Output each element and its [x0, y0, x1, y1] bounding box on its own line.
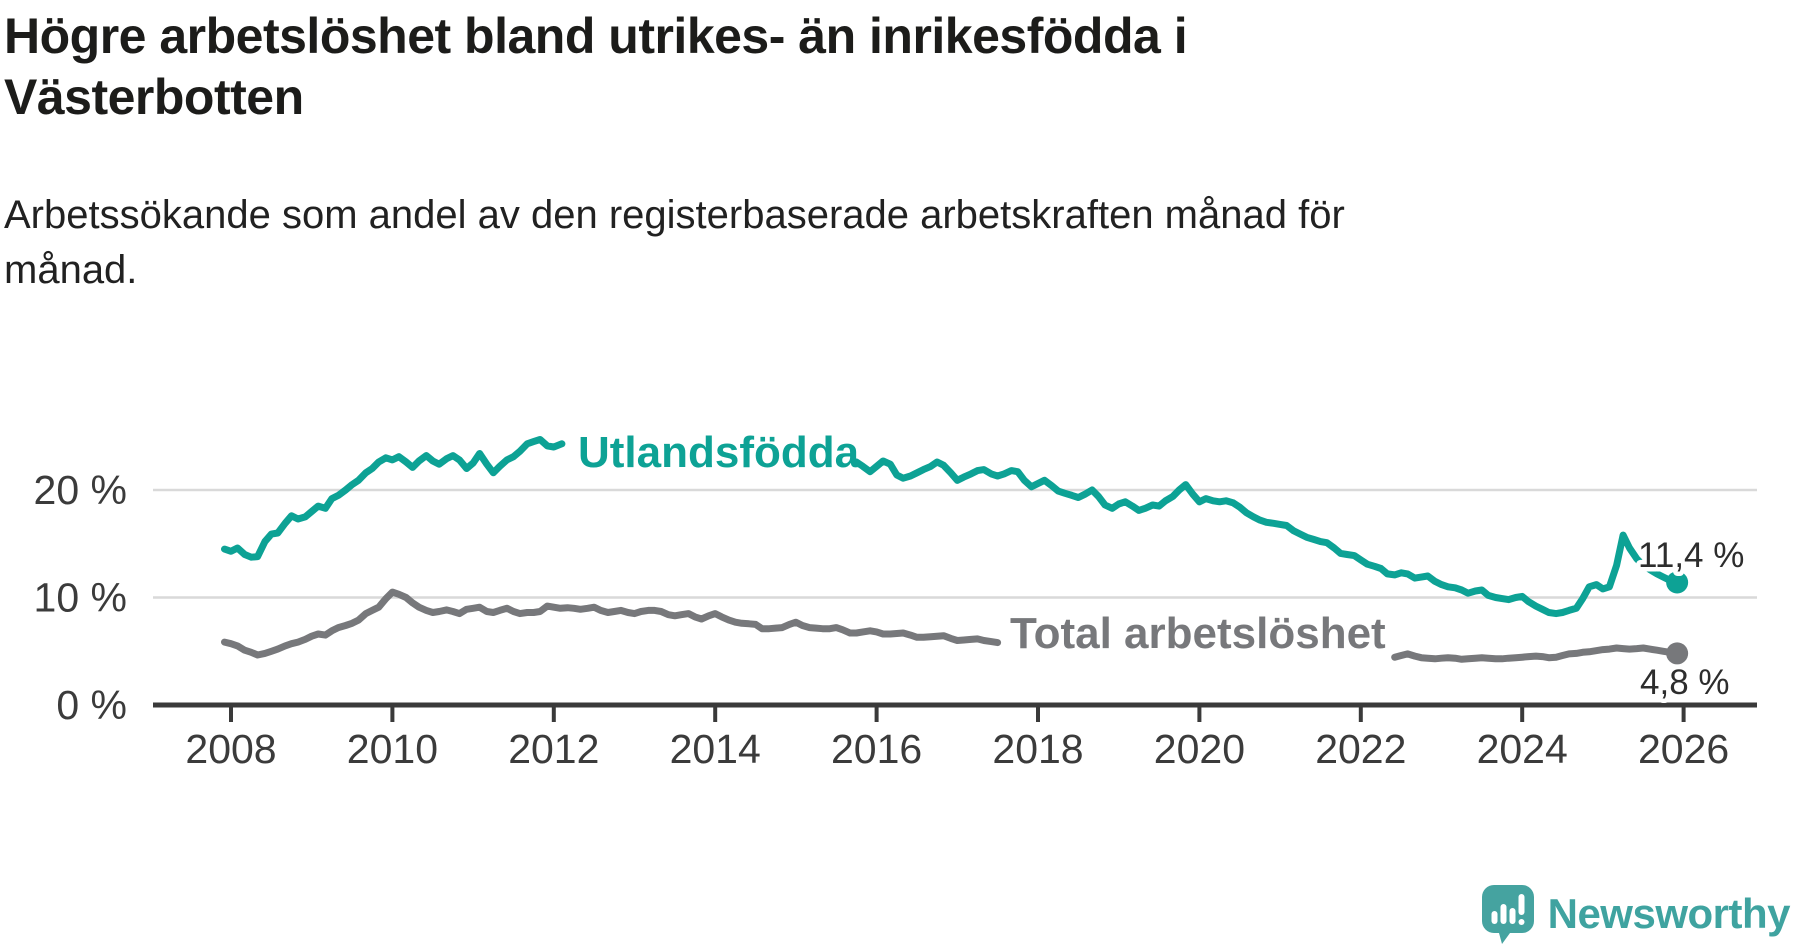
series-line-utlandsfodda-1: [221, 436, 566, 561]
chart-subtitle-line-1: Arbetssökande som andel av den registerb…: [4, 193, 1345, 237]
y-axis-tick-label: 0 %: [56, 682, 127, 728]
x-axis-tick-label: 2016: [831, 726, 922, 772]
x-axis-tick-label: 2010: [347, 726, 438, 772]
series-label-utlandsfodda: Utlandsfödda: [578, 428, 860, 477]
y-axis-tick-label: 20 %: [34, 467, 127, 513]
x-axis-tick-label: 2018: [992, 726, 1083, 772]
series-line-utlandsfodda-2: [852, 457, 1681, 618]
series-line-total-1: [221, 588, 1002, 659]
x-axis-tick-label: 2008: [185, 726, 276, 772]
x-axis-tick-label: 2022: [1315, 726, 1406, 772]
chart-title-line-2: Västerbotten: [4, 69, 304, 125]
chart-subtitle-line-2: månad.: [4, 248, 138, 292]
newsworthy-logo-icon: [1481, 885, 1534, 944]
x-axis-tick-label: 2012: [508, 726, 599, 772]
y-axis-tick-label: 10 %: [34, 575, 127, 621]
x-axis-tick-label: 2020: [1154, 726, 1245, 772]
newsworthy-logo-text: Newsworthy: [1547, 890, 1791, 937]
chart-title: Högre arbetslöshet bland utrikes- än inr…: [4, 6, 1704, 128]
newsworthy-logo: Newsworthy: [1480, 882, 1791, 946]
x-axis-tick-label: 2024: [1477, 726, 1568, 772]
end-value-label-utlandsfodda: 11,4 %: [1638, 536, 1744, 575]
series-line-total-2: [1391, 644, 1681, 663]
chart-subtitle: Arbetssökande som andel av den registerb…: [4, 188, 1504, 298]
series-label-total: Total arbetslöshet: [1010, 609, 1386, 658]
x-axis-tick-label: 2014: [670, 726, 761, 772]
chart-title-line-1: Högre arbetslöshet bland utrikes- än inr…: [4, 8, 1188, 64]
series-end-dot-total: [1666, 642, 1689, 665]
series-end-dot-utlandsfodda: [1666, 571, 1689, 594]
end-value-label-total: 4,8 %: [1640, 663, 1730, 702]
x-axis-tick-label: 2026: [1638, 726, 1729, 772]
